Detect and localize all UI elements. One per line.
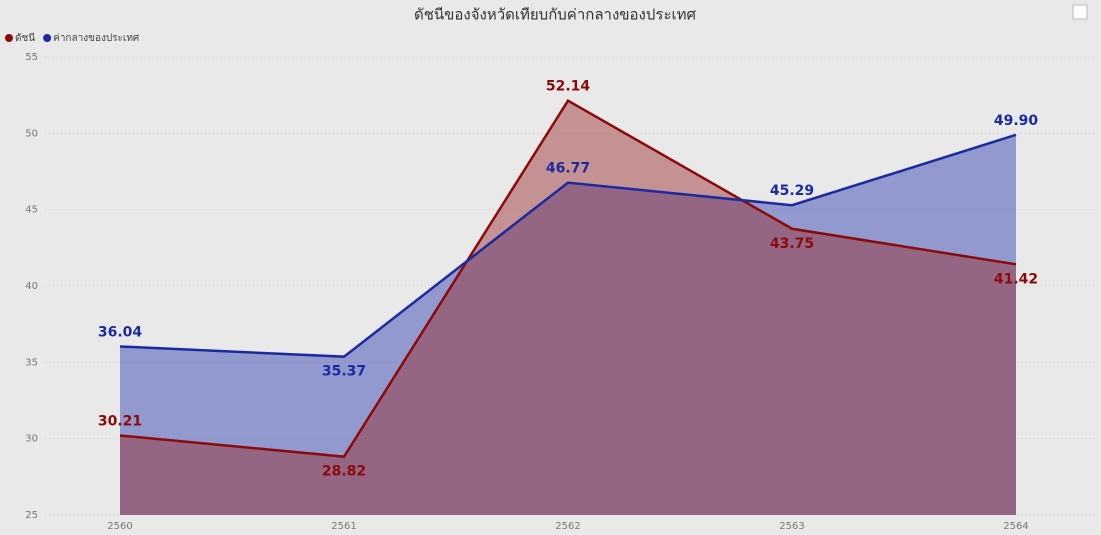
y-tick-label: 55 <box>25 52 38 63</box>
data-label: 28.82 <box>322 464 366 480</box>
legend-marker <box>43 34 52 42</box>
y-tick-label: 50 <box>25 128 38 139</box>
data-label: 46.77 <box>546 161 590 177</box>
data-label: 52.14 <box>546 79 591 95</box>
data-label: 30.21 <box>98 413 142 429</box>
y-tick-label: 45 <box>25 205 38 216</box>
data-label: 41.42 <box>994 271 1038 287</box>
area <box>120 100 1016 516</box>
y-tick-label: 35 <box>25 357 38 368</box>
y-tick-label: 40 <box>25 281 38 292</box>
legend-label: ค่ากลางของประเทศ <box>53 33 140 44</box>
chart-title: ดัชนีของจังหวัดเทียบกับค่ากลางของประเทศ <box>414 6 697 24</box>
legend: ดัชนี ค่ากลางของประเทศ <box>5 32 140 44</box>
data-label: 36.04 <box>98 324 143 340</box>
data-label: 49.90 <box>994 113 1039 129</box>
data-label: 43.75 <box>770 236 814 252</box>
data-label: 45.29 <box>770 183 814 199</box>
x-tick-label: 2562 <box>555 521 580 532</box>
x-tick-label: 2561 <box>331 521 356 532</box>
x-tick-label: 2560 <box>107 521 132 532</box>
line <box>119 98 1017 458</box>
legend-marker <box>5 34 13 42</box>
y-tick-label: 30 <box>25 434 38 445</box>
data-label: 35.37 <box>322 364 366 380</box>
filter-icon[interactable] <box>1072 4 1088 20</box>
legend-label: ดัชนี <box>15 32 35 44</box>
y-tick-label: 25 <box>25 510 38 521</box>
x-tick-label: 2563 <box>779 521 804 532</box>
line <box>119 133 1017 358</box>
x-tick-label: 2564 <box>1003 521 1028 532</box>
